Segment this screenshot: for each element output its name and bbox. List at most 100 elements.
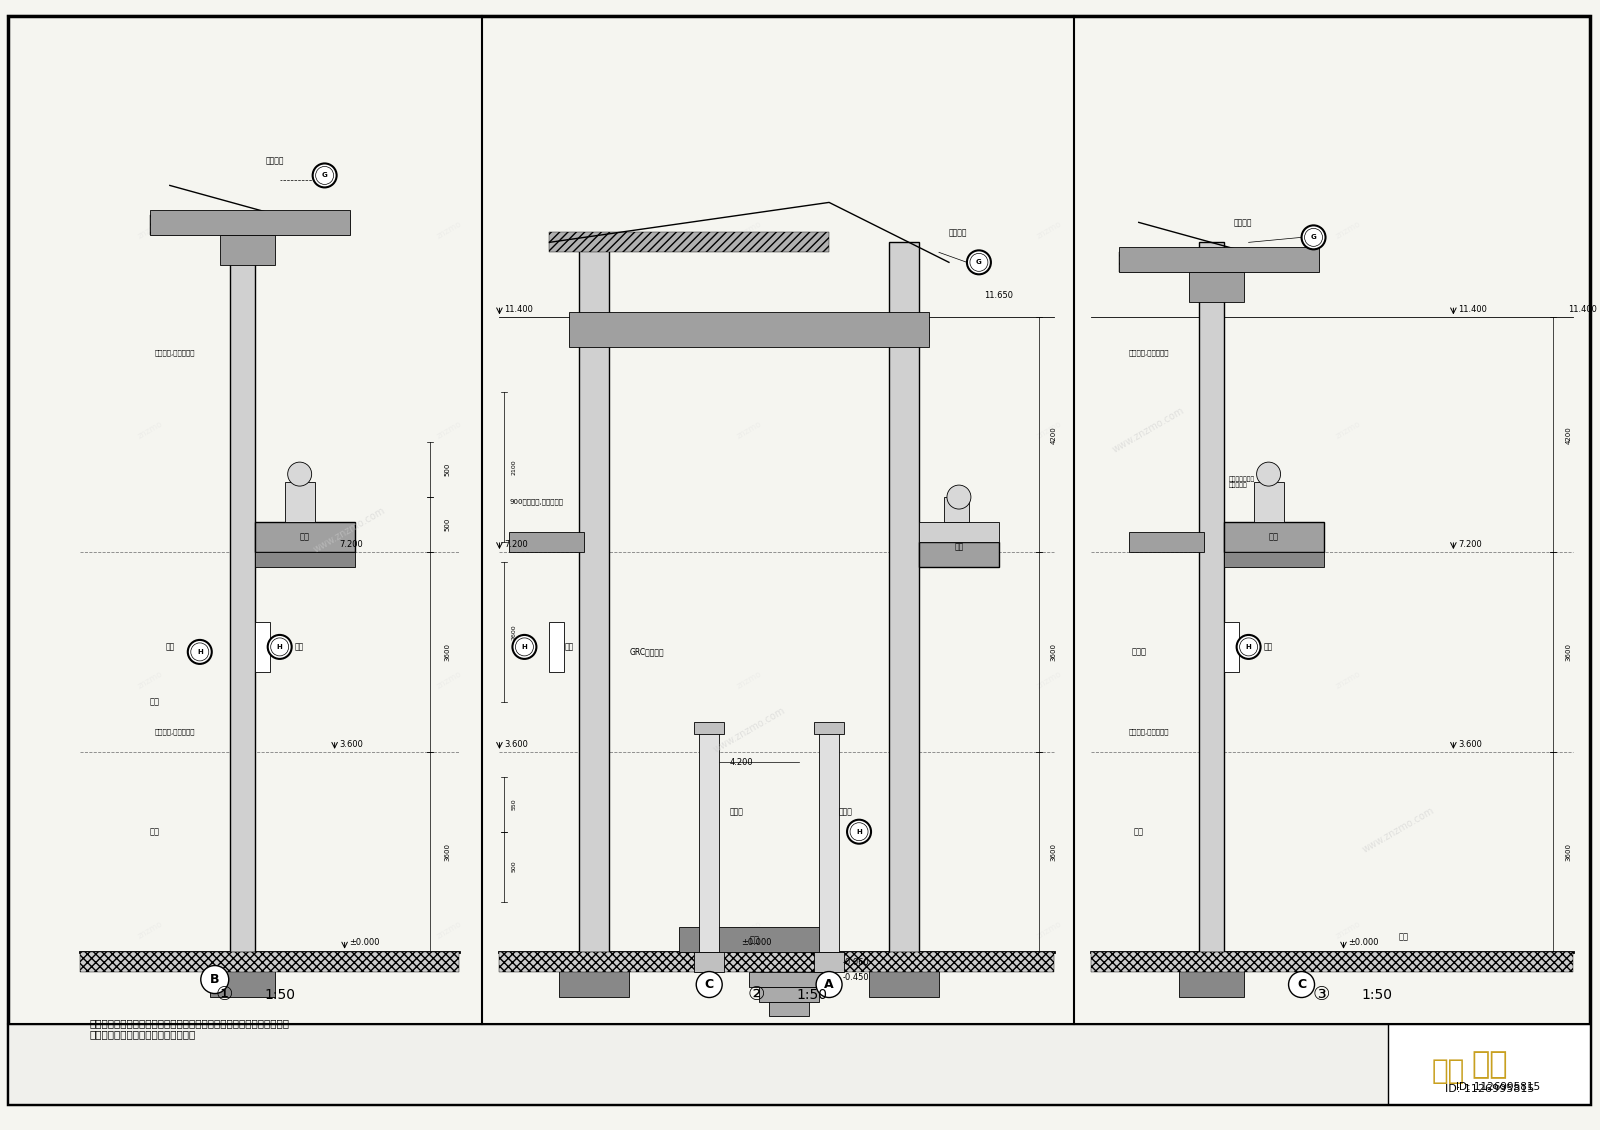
Text: 室内栏杆,详二次装修: 室内栏杆,详二次装修 bbox=[1128, 729, 1170, 736]
Bar bbox=[219, 235, 275, 266]
Bar bbox=[579, 318, 930, 342]
Text: 11.400: 11.400 bbox=[504, 305, 533, 314]
Text: 平屋面: 平屋面 bbox=[730, 807, 742, 816]
Text: B: B bbox=[210, 973, 219, 986]
Bar bbox=[509, 532, 584, 553]
Text: znzmo: znzmo bbox=[734, 919, 763, 940]
Bar bbox=[150, 210, 350, 235]
Bar bbox=[770, 1001, 810, 1017]
Text: 1:50: 1:50 bbox=[797, 988, 827, 1001]
Text: www.znzmo.com: www.znzmo.com bbox=[1110, 406, 1187, 454]
Text: -0.450: -0.450 bbox=[843, 973, 869, 982]
Text: znzmo: znzmo bbox=[734, 669, 763, 690]
Bar bbox=[749, 972, 829, 986]
Text: znzmo: znzmo bbox=[1035, 219, 1062, 241]
Bar bbox=[694, 951, 725, 972]
Circle shape bbox=[200, 965, 229, 993]
Text: 3.600: 3.600 bbox=[339, 740, 363, 749]
Text: www.znzmo.com: www.znzmo.com bbox=[312, 505, 387, 555]
Text: 室内栏杆,详二次装修: 室内栏杆,详二次装修 bbox=[155, 349, 195, 356]
Circle shape bbox=[1304, 228, 1323, 246]
Bar bbox=[944, 497, 970, 522]
Circle shape bbox=[187, 640, 211, 664]
Circle shape bbox=[288, 462, 312, 486]
Text: H: H bbox=[1246, 644, 1251, 650]
Bar bbox=[549, 622, 565, 672]
Bar bbox=[560, 951, 629, 997]
Text: znzmo: znzmo bbox=[1035, 919, 1062, 940]
Bar bbox=[1189, 272, 1243, 303]
Text: C: C bbox=[1298, 979, 1306, 991]
Text: 4200: 4200 bbox=[1051, 426, 1058, 443]
Text: znzmo: znzmo bbox=[1035, 669, 1062, 690]
Bar bbox=[758, 986, 819, 1001]
Text: 餐厅: 餐厅 bbox=[150, 827, 160, 836]
Bar bbox=[699, 732, 720, 951]
Text: H: H bbox=[856, 828, 862, 835]
Text: znzmo: znzmo bbox=[1334, 419, 1363, 441]
Text: znzmo: znzmo bbox=[435, 669, 464, 690]
Text: 3600: 3600 bbox=[445, 643, 451, 661]
Text: znzmo: znzmo bbox=[1334, 219, 1363, 241]
Text: 500: 500 bbox=[512, 861, 517, 872]
Text: 露台构造做法详
建筑总说明: 露台构造做法详 建筑总说明 bbox=[1229, 476, 1254, 488]
Text: 客室: 客室 bbox=[150, 697, 160, 706]
Bar bbox=[230, 245, 254, 951]
Circle shape bbox=[512, 635, 536, 659]
Bar bbox=[694, 722, 725, 733]
Bar bbox=[499, 951, 1054, 972]
Text: ±0.000: ±0.000 bbox=[1349, 938, 1379, 947]
Text: 2100: 2100 bbox=[512, 459, 517, 475]
Bar bbox=[918, 522, 998, 542]
Circle shape bbox=[267, 635, 291, 659]
Text: 7.200: 7.200 bbox=[1458, 540, 1482, 549]
Text: 室内栏杆,详二次装修: 室内栏杆,详二次装修 bbox=[155, 729, 195, 736]
Text: ③: ③ bbox=[1312, 985, 1330, 1005]
Bar bbox=[1224, 522, 1323, 553]
Bar bbox=[1198, 242, 1224, 951]
Bar bbox=[814, 722, 845, 733]
Text: 露台墙口: 露台墙口 bbox=[1234, 218, 1253, 227]
Text: 露台墙口: 露台墙口 bbox=[949, 228, 968, 237]
Text: 窗套: 窗套 bbox=[165, 643, 174, 651]
Text: 900室内栏杆,详二次装修: 900室内栏杆,详二次装修 bbox=[509, 498, 563, 505]
Circle shape bbox=[970, 253, 987, 271]
Circle shape bbox=[315, 166, 334, 184]
Text: 500: 500 bbox=[445, 518, 451, 531]
Circle shape bbox=[270, 638, 288, 655]
Circle shape bbox=[515, 638, 533, 655]
Text: 窗套: 窗套 bbox=[565, 643, 574, 651]
Text: 知本: 知本 bbox=[1432, 1058, 1466, 1086]
Text: 3600: 3600 bbox=[1051, 843, 1058, 861]
Circle shape bbox=[1301, 225, 1325, 250]
Bar bbox=[210, 951, 275, 997]
Text: znzmo: znzmo bbox=[734, 419, 763, 441]
Text: 门厅: 门厅 bbox=[749, 936, 758, 944]
Text: 3.600: 3.600 bbox=[1458, 740, 1482, 749]
Text: ②: ② bbox=[747, 985, 765, 1005]
Text: 注：在不影响使用功能，不影响外立面效果，外轮廓尺寸统一的情况下，
如本大样与结构不一致，以结构为准。: 注：在不影响使用功能，不影响外立面效果，外轮廓尺寸统一的情况下， 如本大样与结构… bbox=[90, 1018, 290, 1040]
Text: GRC檐线收口: GRC檐线收口 bbox=[629, 647, 664, 657]
Text: G: G bbox=[1310, 234, 1317, 241]
Bar bbox=[1224, 622, 1238, 672]
Text: 1:50: 1:50 bbox=[264, 988, 296, 1001]
Bar bbox=[680, 927, 829, 951]
Bar bbox=[549, 233, 829, 252]
Text: 客室: 客室 bbox=[1134, 827, 1144, 836]
Circle shape bbox=[696, 972, 722, 998]
Text: 3600: 3600 bbox=[445, 843, 451, 861]
Text: 露台: 露台 bbox=[954, 542, 963, 551]
Text: 露台墙口: 露台墙口 bbox=[266, 156, 283, 165]
Text: 露台: 露台 bbox=[299, 532, 310, 541]
Text: znzmo: znzmo bbox=[734, 219, 763, 241]
Text: 11.400: 11.400 bbox=[1458, 305, 1488, 314]
Text: 入口门: 入口门 bbox=[838, 807, 853, 816]
Text: znzmo: znzmo bbox=[136, 219, 163, 241]
Text: znzmo: znzmo bbox=[1334, 669, 1363, 690]
Circle shape bbox=[966, 251, 990, 275]
Text: znzmo: znzmo bbox=[136, 419, 163, 441]
Bar bbox=[814, 951, 845, 972]
Text: H: H bbox=[197, 649, 203, 655]
Bar bbox=[8, 1025, 1590, 1104]
Text: C: C bbox=[704, 979, 714, 991]
